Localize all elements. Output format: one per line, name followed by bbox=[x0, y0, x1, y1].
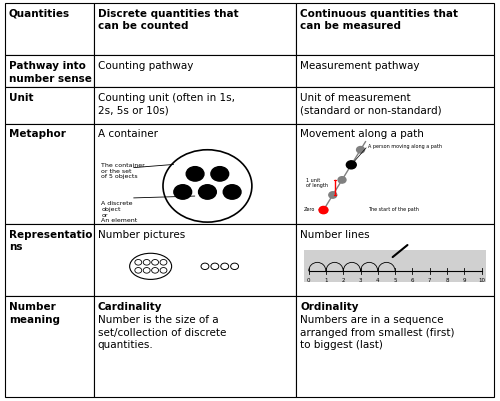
Text: 0: 0 bbox=[307, 277, 310, 282]
Bar bbox=[296, 225, 494, 297]
Text: 8: 8 bbox=[445, 277, 448, 282]
Text: Number is the size of a
set/collection of discrete
quantities.: Number is the size of a set/collection o… bbox=[98, 314, 226, 349]
Text: Number pictures: Number pictures bbox=[98, 229, 185, 239]
Circle shape bbox=[320, 207, 328, 214]
Circle shape bbox=[329, 192, 336, 199]
Text: Quantities: Quantities bbox=[9, 9, 70, 19]
Text: 2: 2 bbox=[342, 277, 345, 282]
Bar bbox=[304, 251, 486, 283]
Text: 4: 4 bbox=[376, 277, 380, 282]
Circle shape bbox=[223, 185, 241, 200]
Text: Ordinality: Ordinality bbox=[300, 302, 359, 312]
Bar bbox=[5, 4, 94, 56]
Text: Number
meaning: Number meaning bbox=[9, 302, 60, 324]
Text: 6: 6 bbox=[410, 277, 414, 282]
Text: 10: 10 bbox=[478, 277, 485, 282]
Text: 9: 9 bbox=[462, 277, 466, 282]
Text: 5: 5 bbox=[394, 277, 397, 282]
Bar bbox=[5, 88, 94, 124]
Circle shape bbox=[346, 161, 356, 169]
Bar bbox=[94, 124, 296, 225]
Circle shape bbox=[356, 147, 364, 154]
Bar bbox=[94, 56, 296, 88]
Circle shape bbox=[198, 185, 216, 200]
Text: Representatio
ns: Representatio ns bbox=[9, 229, 92, 252]
Bar bbox=[5, 225, 94, 297]
Text: The start of the path: The start of the path bbox=[368, 207, 419, 212]
Text: 7: 7 bbox=[428, 277, 432, 282]
Text: Zero: Zero bbox=[304, 207, 315, 212]
Bar bbox=[296, 88, 494, 124]
Text: Counting unit (often in 1s,
2s, 5s or 10s): Counting unit (often in 1s, 2s, 5s or 10… bbox=[98, 93, 235, 115]
Text: Continuous quantities that
can be measured: Continuous quantities that can be measur… bbox=[300, 9, 458, 31]
Text: Movement along a path: Movement along a path bbox=[300, 129, 424, 139]
Text: Cardinality: Cardinality bbox=[98, 302, 162, 312]
Circle shape bbox=[319, 207, 328, 214]
Text: Counting pathway: Counting pathway bbox=[98, 61, 193, 71]
Text: Measurement pathway: Measurement pathway bbox=[300, 61, 420, 71]
Text: Metaphor: Metaphor bbox=[9, 129, 66, 139]
Bar bbox=[5, 56, 94, 88]
Bar bbox=[94, 4, 296, 56]
Text: Numbers are in a sequence
arranged from smallest (first)
to biggest (last): Numbers are in a sequence arranged from … bbox=[300, 314, 455, 349]
Text: Discrete quantities that
can be counted: Discrete quantities that can be counted bbox=[98, 9, 238, 31]
Bar bbox=[5, 124, 94, 225]
Circle shape bbox=[174, 185, 192, 200]
Text: 3: 3 bbox=[359, 277, 362, 282]
Text: A container: A container bbox=[98, 129, 158, 139]
Text: Pathway into
number sense: Pathway into number sense bbox=[9, 61, 92, 83]
Bar bbox=[94, 297, 296, 397]
Circle shape bbox=[338, 177, 346, 184]
Bar bbox=[94, 88, 296, 124]
Text: A person moving along a path: A person moving along a path bbox=[368, 144, 442, 149]
Circle shape bbox=[211, 167, 228, 182]
Text: Number lines: Number lines bbox=[300, 229, 370, 239]
Circle shape bbox=[186, 167, 204, 182]
Text: Unit of measurement
(standard or non-standard): Unit of measurement (standard or non-sta… bbox=[300, 93, 442, 115]
Bar bbox=[5, 297, 94, 397]
Text: 1 unit
of length: 1 unit of length bbox=[306, 177, 328, 188]
Bar bbox=[296, 56, 494, 88]
Bar bbox=[296, 124, 494, 225]
Circle shape bbox=[348, 162, 355, 168]
Text: The container
or the set
of 5 objects: The container or the set of 5 objects bbox=[101, 162, 145, 179]
Bar bbox=[296, 297, 494, 397]
Text: 1: 1 bbox=[324, 277, 328, 282]
Text: Unit: Unit bbox=[9, 93, 34, 103]
Bar bbox=[94, 225, 296, 297]
Bar bbox=[296, 4, 494, 56]
Text: A discrete
object
or
An element: A discrete object or An element bbox=[101, 200, 138, 223]
